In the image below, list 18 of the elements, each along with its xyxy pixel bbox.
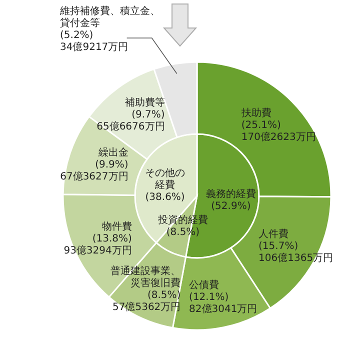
data-label: (9.7%) 65億6676万円 xyxy=(96,110,165,133)
data-label: (25.1%) 170億2623万円 xyxy=(241,120,316,144)
data-label: (9.9%) 67億3627万円 xyxy=(60,160,128,183)
slice-label: 義務的経費 xyxy=(206,188,256,200)
slice-label: その他の経費 xyxy=(145,167,186,192)
slice-label: 繰出金 xyxy=(97,146,128,159)
data-label: (38.6%) xyxy=(145,192,185,204)
slice-label: 物件費 xyxy=(102,220,132,233)
slice-label: 扶助費 xyxy=(240,107,272,120)
data-label: (13.8%) 93億3294万円 xyxy=(64,234,132,257)
slice-label: 維持補修費、積立金、貸付金等 xyxy=(59,5,160,29)
data-label: (12.1%) 82億3041万円 xyxy=(189,292,258,316)
slice-label: 補助費等 xyxy=(124,96,165,109)
slice-label: 公債費 xyxy=(189,279,220,292)
slice-label: 普通建設事業、災害復旧費 xyxy=(110,264,181,289)
data-label: (52.9%) xyxy=(211,201,251,212)
data-label: (5.2%) 34億9217万円 xyxy=(60,30,128,53)
slice-label: 人件費 xyxy=(258,228,289,240)
